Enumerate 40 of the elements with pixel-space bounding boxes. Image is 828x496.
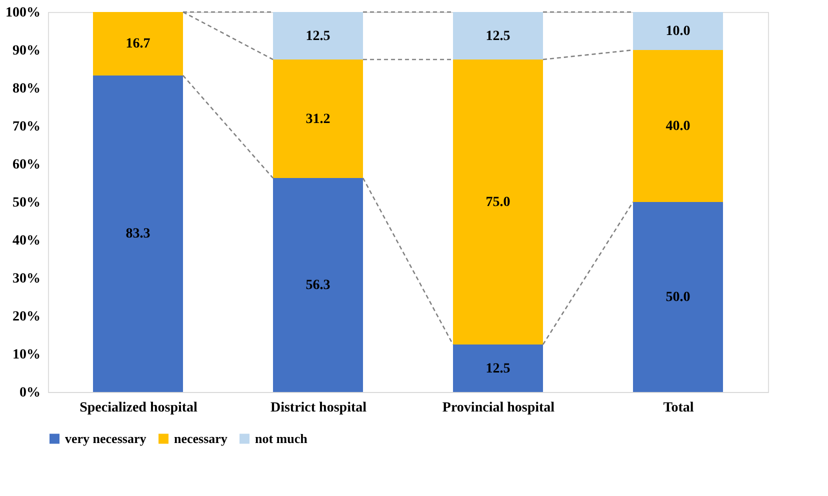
bar xyxy=(453,60,543,344)
data-label: 83.3 xyxy=(126,226,150,242)
y-tick-label: 60% xyxy=(12,158,40,172)
data-label: 16.7 xyxy=(126,36,150,52)
legend-label: necessary xyxy=(174,430,228,446)
bar xyxy=(453,344,543,392)
x-tick-label: District hospital xyxy=(270,400,367,416)
y-tick-label: 10% xyxy=(12,348,40,362)
data-label: 12.5 xyxy=(306,28,330,44)
data-label: 12.5 xyxy=(486,361,510,376)
bar xyxy=(93,75,183,392)
data-label: 75.0 xyxy=(486,195,510,210)
bar xyxy=(273,178,363,392)
bar xyxy=(93,12,183,76)
y-tick-label: 50% xyxy=(12,196,40,210)
bar xyxy=(273,60,363,178)
y-tick-label: 20% xyxy=(12,310,40,324)
y-tick-label: 70% xyxy=(12,120,40,134)
data-label: 31.2 xyxy=(306,112,330,127)
y-tick-label: 30% xyxy=(12,272,40,286)
bar xyxy=(453,12,543,60)
bar xyxy=(633,12,723,50)
x-tick-label: Specialized hospital xyxy=(80,400,198,416)
legend-label: not much xyxy=(255,430,308,446)
y-tick-label: 90% xyxy=(12,44,40,58)
bar xyxy=(633,202,723,392)
x-tick-label: Provincial hospital xyxy=(442,400,555,416)
x-tick-label: Total xyxy=(663,400,694,416)
bar xyxy=(633,50,723,202)
data-label: 10.0 xyxy=(666,24,690,39)
y-tick-label: 80% xyxy=(12,82,40,96)
legend-label: very necessary xyxy=(65,430,147,446)
y-tick-label: 40% xyxy=(12,234,40,248)
data-label: 40.0 xyxy=(666,119,690,134)
y-tick-label: 100% xyxy=(6,6,40,20)
data-label: 56.3 xyxy=(306,278,330,294)
data-label: 50.0 xyxy=(666,290,690,305)
data-label: 12.5 xyxy=(486,28,510,44)
y-tick-label: 0% xyxy=(20,386,40,400)
bar xyxy=(273,12,363,60)
